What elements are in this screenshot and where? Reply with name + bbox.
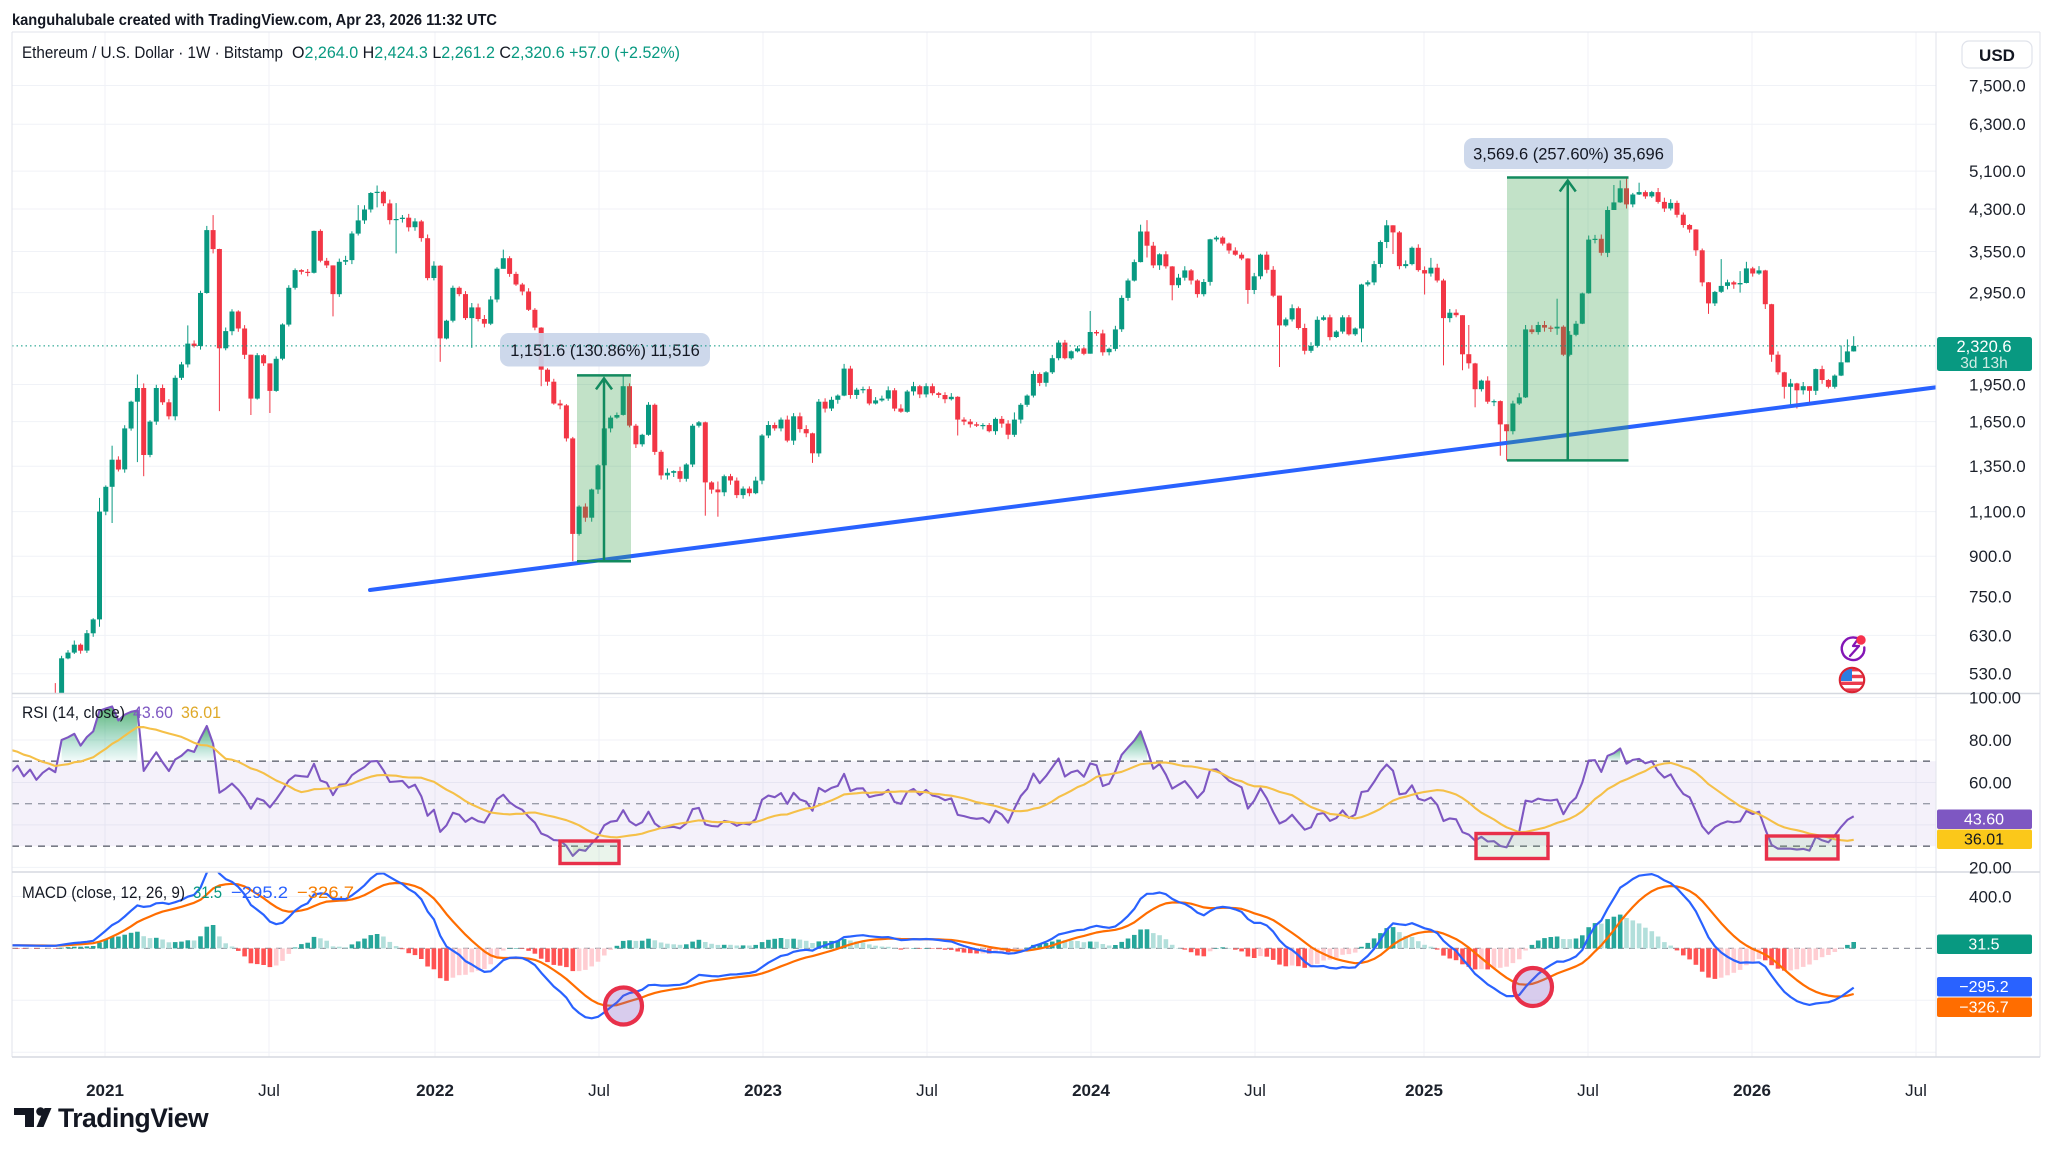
svg-text:MACD (close, 12, 26, 9): MACD (close, 12, 26, 9): [22, 883, 185, 902]
svg-text:3,550.0: 3,550.0: [1969, 243, 2026, 262]
svg-text:6,300.0: 6,300.0: [1969, 115, 2026, 134]
svg-text:2026: 2026: [1733, 1081, 1771, 1100]
svg-text:2023: 2023: [744, 1081, 782, 1100]
svg-text:Jul: Jul: [1905, 1081, 1927, 1100]
svg-text:400.0: 400.0: [1969, 888, 2012, 907]
svg-text:kanguhalubale created with Tra: kanguhalubale created with TradingView.c…: [12, 12, 497, 29]
svg-text:2,950.0: 2,950.0: [1969, 284, 2026, 303]
svg-text:7,500.0: 7,500.0: [1969, 77, 2026, 96]
svg-text:Jul: Jul: [916, 1081, 938, 1100]
svg-text:750.0: 750.0: [1969, 588, 2012, 607]
svg-text:1,950.0: 1,950.0: [1969, 376, 2026, 395]
svg-text:Jul: Jul: [258, 1081, 280, 1100]
svg-text:1,350.0: 1,350.0: [1969, 457, 2026, 476]
svg-text:TradingView: TradingView: [58, 1103, 209, 1133]
svg-text:36.01: 36.01: [1964, 832, 2004, 849]
svg-text:2025: 2025: [1405, 1081, 1443, 1100]
svg-text:100.00: 100.00: [1969, 689, 2021, 708]
svg-text:1,151.6 (130.86%) 11,516: 1,151.6 (130.86%) 11,516: [510, 342, 700, 360]
svg-text:20.00: 20.00: [1969, 858, 2012, 877]
svg-text:−326.7: −326.7: [1959, 1000, 2008, 1017]
svg-text:2022: 2022: [416, 1081, 454, 1100]
svg-text:−295.2: −295.2: [231, 883, 288, 902]
svg-text:43.60: 43.60: [1964, 812, 2004, 829]
svg-text:O2,264.0 H2,424.3 L2,261.2: O2,264.0 H2,424.3 L2,261.2 C2,320.6 +57.…: [292, 43, 680, 62]
svg-text:630.0: 630.0: [1969, 626, 2012, 645]
svg-text:60.00: 60.00: [1969, 774, 2012, 793]
svg-text:31.5: 31.5: [193, 883, 222, 902]
svg-text:−295.2: −295.2: [1959, 979, 2008, 996]
svg-text:−326.7: −326.7: [297, 883, 354, 902]
svg-text:900.0: 900.0: [1969, 547, 2012, 566]
svg-text:2,320.6: 2,320.6: [1956, 338, 2011, 356]
svg-text:USD: USD: [1979, 46, 2015, 65]
svg-text:5,100.0: 5,100.0: [1969, 162, 2026, 181]
svg-text:43.60: 43.60: [133, 703, 173, 722]
svg-text:4,300.0: 4,300.0: [1969, 200, 2026, 219]
svg-text:3,569.6 (257.60%) 35,696: 3,569.6 (257.60%) 35,696: [1473, 146, 1664, 164]
svg-text:530.0: 530.0: [1969, 665, 2012, 684]
svg-text:Jul: Jul: [1244, 1081, 1266, 1100]
svg-text:1,100.0: 1,100.0: [1969, 503, 2026, 522]
svg-text:1,650.0: 1,650.0: [1969, 413, 2026, 432]
svg-text:Jul: Jul: [588, 1081, 610, 1100]
svg-text:36.01: 36.01: [181, 703, 221, 722]
svg-text:2021: 2021: [86, 1081, 124, 1100]
svg-text:3d 13h: 3d 13h: [1960, 355, 2007, 372]
svg-text:RSI (14, close): RSI (14, close): [22, 703, 125, 722]
svg-text:Jul: Jul: [1577, 1081, 1599, 1100]
svg-text:80.00: 80.00: [1969, 731, 2012, 750]
svg-text:Ethereum / U.S. Dollar · 1W ·: Ethereum / U.S. Dollar · 1W · Bitstamp: [22, 43, 283, 62]
svg-text:31.5: 31.5: [1968, 937, 1999, 954]
svg-text:2024: 2024: [1072, 1081, 1110, 1100]
